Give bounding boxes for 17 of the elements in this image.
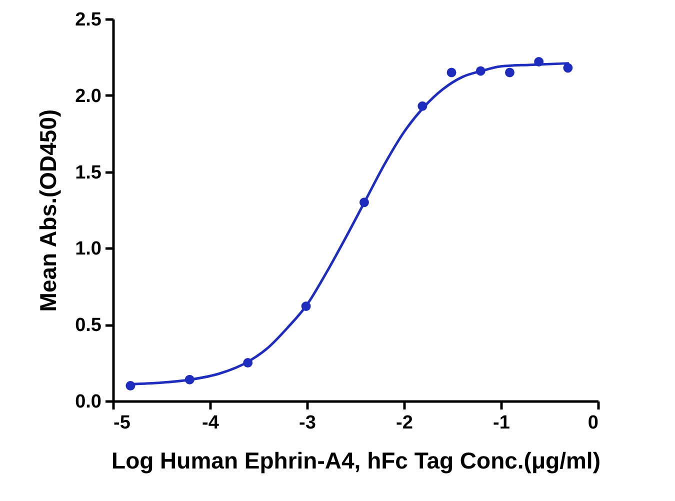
point: [563, 63, 573, 73]
y-tick-label: 2.0: [75, 86, 102, 107]
y-tick-label: 0.5: [75, 315, 102, 336]
x-tick-label: 0: [588, 412, 598, 434]
x-tick-label: -5: [114, 412, 131, 434]
y-tick-label: 0.0: [75, 392, 102, 412]
point: [446, 68, 456, 78]
point: [504, 68, 514, 78]
x-axis-title: Log Human Ephrin-A4, hFc Tag Conc.(μg/ml): [112, 448, 600, 474]
y-tick-label: 2.5: [75, 10, 102, 30]
y-axis-title: Mean Abs.(OD450): [35, 109, 62, 312]
x-tick-label: -2: [396, 412, 413, 434]
x-tick-label: -3: [299, 412, 316, 434]
x-tick-label: -4: [202, 412, 220, 434]
x-tick-label: -1: [493, 412, 510, 434]
y-tick-label: 1.5: [75, 162, 102, 184]
y-tick-label: 1.0: [75, 238, 102, 260]
